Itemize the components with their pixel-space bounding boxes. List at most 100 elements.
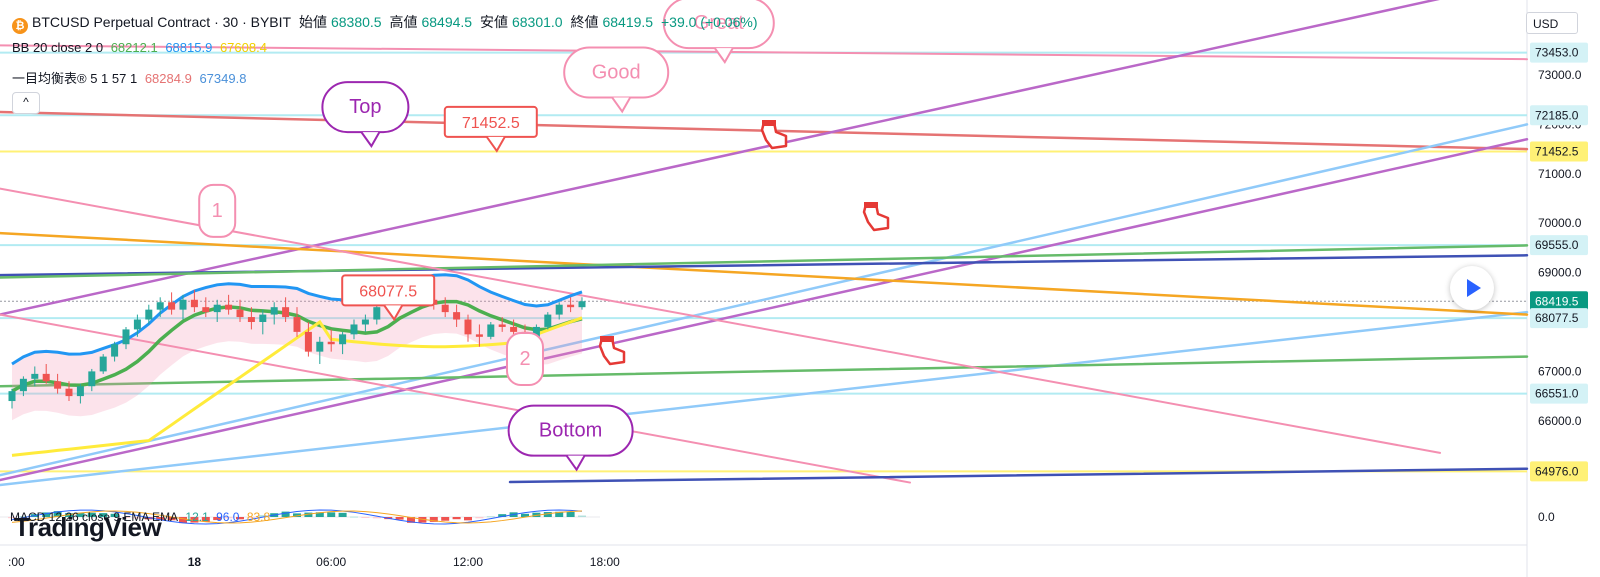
ichimoku-legend[interactable]: 一目均衡表® 5 1 57 1 68284.9 67349.8 bbox=[12, 68, 250, 87]
candle[interactable] bbox=[145, 304, 153, 325]
candle[interactable] bbox=[133, 314, 141, 337]
candle[interactable] bbox=[76, 383, 84, 404]
candle[interactable] bbox=[168, 292, 176, 315]
macd-histogram-bar bbox=[156, 517, 165, 520]
price-tag-bg bbox=[1530, 383, 1588, 404]
bollinger-band-fill bbox=[12, 274, 582, 421]
macd-histogram-bar bbox=[122, 517, 130, 518]
candle[interactable] bbox=[247, 307, 255, 330]
candle[interactable] bbox=[31, 366, 39, 387]
candle[interactable] bbox=[373, 304, 381, 325]
drawing-bottom[interactable]: Bottom bbox=[507, 404, 634, 472]
candle[interactable] bbox=[156, 297, 164, 318]
drawing-price-label-high[interactable]: 71452.5 bbox=[443, 105, 538, 153]
candle[interactable] bbox=[202, 297, 210, 318]
candle[interactable] bbox=[441, 297, 449, 318]
candle[interactable] bbox=[361, 314, 369, 332]
candle[interactable] bbox=[510, 319, 518, 337]
candle[interactable] bbox=[464, 314, 472, 342]
ichimoku-line bbox=[11, 316, 583, 457]
trendline-green-upper[interactable] bbox=[0, 244, 1529, 279]
trendline-blue-upper[interactable] bbox=[0, 123, 1529, 477]
candle[interactable] bbox=[190, 289, 198, 313]
drawing-price-label-low[interactable]: 68077.5 bbox=[341, 274, 436, 322]
candle[interactable] bbox=[8, 388, 16, 409]
candle[interactable] bbox=[555, 302, 563, 320]
macd-histogram-bar bbox=[429, 517, 438, 522]
candle[interactable] bbox=[544, 312, 552, 330]
candle[interactable] bbox=[236, 299, 244, 322]
candle[interactable] bbox=[316, 336, 324, 364]
trendline-green-lower[interactable] bbox=[0, 355, 1529, 388]
candle[interactable] bbox=[339, 331, 347, 355]
trendline-orange[interactable] bbox=[0, 231, 1529, 316]
candle[interactable] bbox=[179, 294, 187, 320]
price-tag: 68077.5 bbox=[1530, 308, 1588, 329]
candle[interactable] bbox=[293, 307, 301, 337]
candle[interactable] bbox=[453, 304, 461, 327]
candle[interactable] bbox=[259, 309, 267, 335]
candle[interactable] bbox=[225, 294, 233, 315]
low-value: 68301.0 bbox=[511, 14, 563, 30]
drawing-great[interactable]: Great bbox=[662, 0, 775, 64]
candle-body bbox=[54, 381, 62, 389]
hand-pointer-icon[interactable] bbox=[760, 120, 788, 150]
macd-histogram-bar bbox=[498, 514, 507, 517]
candle[interactable] bbox=[88, 368, 96, 392]
candle-body bbox=[578, 301, 586, 308]
drawing-top[interactable]: Top bbox=[321, 81, 410, 148]
price-tag-bg bbox=[1530, 105, 1588, 126]
currency-selector[interactable]: USD bbox=[1526, 12, 1578, 34]
candle[interactable] bbox=[122, 326, 130, 350]
bb-basis-value: 68212.1 bbox=[110, 40, 158, 55]
candle[interactable] bbox=[111, 341, 119, 362]
trendline-pink-descending[interactable] bbox=[0, 187, 1441, 454]
trendline-pink-lower[interactable] bbox=[0, 313, 911, 484]
price-tag-bg bbox=[1530, 42, 1588, 63]
trendline-pink-top[interactable] bbox=[0, 44, 1528, 61]
drawing-great-text: Great bbox=[694, 12, 744, 34]
candle[interactable] bbox=[65, 381, 73, 402]
symbol-title[interactable]: BTCUSD Perpetual Contract · 30 · BYBIT bbox=[32, 14, 292, 30]
candle[interactable] bbox=[578, 297, 586, 310]
bb-lower-value: 67608.4 bbox=[219, 40, 267, 55]
candle[interactable] bbox=[350, 319, 358, 340]
price-tag-bg bbox=[1530, 235, 1588, 256]
candle[interactable] bbox=[282, 297, 290, 322]
macd-histogram-bar bbox=[338, 512, 347, 517]
drawing-good[interactable]: Good bbox=[563, 46, 670, 114]
drawing-two[interactable]: 2 bbox=[506, 332, 544, 387]
price-tag: 66551.0 bbox=[1530, 383, 1588, 404]
candle-body bbox=[532, 326, 540, 337]
time-axis-label: :00 bbox=[8, 555, 25, 569]
candle[interactable] bbox=[42, 363, 50, 384]
macd-histogram-bar bbox=[304, 512, 313, 517]
trendline-purple-upper[interactable] bbox=[0, 0, 1475, 316]
bb-legend[interactable]: BB 20 close 2 0 68212.1 68815.9 67608.4 bbox=[12, 40, 271, 55]
collapse-legend-button[interactable]: ^ bbox=[12, 92, 40, 114]
candle[interactable] bbox=[475, 324, 483, 347]
candle[interactable] bbox=[99, 354, 107, 374]
candle[interactable] bbox=[498, 317, 506, 332]
hand-pointer-icon[interactable] bbox=[862, 202, 890, 232]
candle-body bbox=[361, 319, 369, 325]
trendline-blue-lower[interactable] bbox=[0, 310, 1529, 487]
macd-histogram-bar bbox=[236, 517, 244, 520]
candle[interactable] bbox=[304, 322, 312, 357]
change-value: +39.0 (+0.06%) bbox=[660, 14, 758, 30]
candle[interactable] bbox=[567, 297, 575, 313]
drawing-one[interactable]: 1 bbox=[198, 183, 237, 238]
candle[interactable] bbox=[327, 329, 335, 352]
trendline-navy-bottom[interactable] bbox=[508, 467, 1529, 484]
candle[interactable] bbox=[54, 373, 62, 394]
candle[interactable] bbox=[487, 322, 495, 340]
candle[interactable] bbox=[19, 376, 27, 397]
candle[interactable] bbox=[270, 302, 278, 325]
trendline-purple-lower[interactable] bbox=[0, 137, 1529, 482]
hand-pointer-icon[interactable] bbox=[598, 336, 626, 366]
play-icon[interactable] bbox=[1450, 266, 1494, 310]
candle[interactable] bbox=[213, 299, 221, 322]
macd-legend[interactable]: MACD 12 26 close 9 EMA EMA 12.1 96.0 83.… bbox=[10, 510, 274, 524]
macd-histogram-bar bbox=[452, 517, 461, 520]
